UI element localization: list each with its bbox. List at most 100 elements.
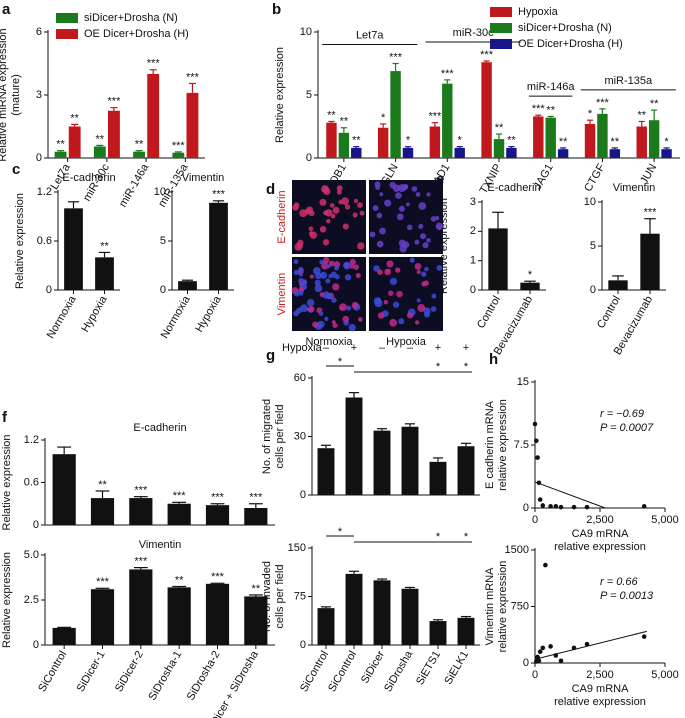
cell (328, 260, 335, 267)
cell (392, 301, 400, 308)
bar (648, 120, 660, 158)
significance: ** (650, 98, 659, 110)
cell (416, 269, 421, 275)
cell (298, 272, 304, 277)
bar (351, 147, 362, 158)
chart-title: Vimentin (139, 539, 182, 551)
significance: * (436, 361, 441, 373)
cell (342, 315, 350, 323)
cell (318, 311, 324, 317)
cell (389, 181, 396, 189)
y-tick-label: 7.5 (514, 439, 529, 451)
chart-title: E-cadherin (62, 172, 115, 184)
cell (300, 279, 307, 286)
point (641, 634, 647, 639)
cell (349, 258, 356, 266)
row-label: Vimentin (276, 273, 288, 316)
cell (369, 231, 376, 238)
significance: ** (56, 139, 65, 151)
cell (437, 225, 442, 231)
y-axis-label: (mature) (10, 74, 22, 116)
bar (209, 202, 228, 290)
cell (293, 259, 299, 265)
cell (319, 198, 327, 206)
bar (338, 132, 350, 158)
cell (297, 243, 303, 249)
significance: ** (611, 136, 620, 148)
x-tick-label: SiDrosha-2 (185, 649, 223, 703)
point (534, 438, 539, 444)
panel-label: a (2, 1, 11, 18)
cell (372, 205, 379, 212)
significance: * (406, 135, 411, 147)
panel-label: b (272, 1, 281, 18)
cell (411, 186, 418, 192)
bar (52, 454, 76, 525)
cell (343, 261, 352, 270)
y-tick-label: 1500 (505, 544, 529, 556)
cell (353, 264, 360, 270)
cell (430, 306, 437, 312)
x-tick-label: Hypoxia (193, 293, 224, 334)
bar (186, 92, 199, 158)
bar (317, 608, 335, 645)
y-tick-label: 0 (36, 152, 42, 164)
bar (178, 281, 197, 290)
cell (406, 224, 413, 231)
cell (299, 291, 304, 296)
x-axis-label: CA9 mRNA (572, 528, 630, 540)
y-tick-label: 6 (36, 26, 42, 38)
cell (306, 206, 314, 214)
bar (147, 74, 160, 158)
y-tick-label: 3 (470, 196, 476, 208)
cell (414, 320, 420, 325)
cell (336, 185, 343, 192)
significance: *** (441, 68, 455, 80)
significance: * (464, 361, 469, 373)
legend-swatch (490, 23, 512, 33)
bar (68, 126, 81, 158)
y-axis-label: No. of migrated (261, 399, 273, 474)
bar (377, 127, 389, 158)
cell (377, 312, 385, 319)
bar (93, 146, 106, 158)
cell (342, 223, 349, 230)
point (548, 504, 553, 509)
cell (394, 267, 401, 273)
cell (359, 210, 365, 216)
cell (312, 321, 319, 328)
x-tick-label: 5,000 (651, 514, 679, 526)
bar (54, 151, 67, 158)
column-label: Hypoxia (386, 336, 427, 348)
cell (420, 233, 427, 240)
point (641, 504, 647, 509)
y-tick-label: 1.2 (37, 186, 52, 198)
point (571, 504, 577, 510)
trend-line (534, 630, 647, 660)
cell (330, 213, 336, 219)
cell (409, 257, 415, 263)
cell (379, 192, 384, 197)
y-tick-label: 0 (46, 284, 52, 296)
bar (172, 152, 185, 158)
cell (405, 202, 410, 207)
cell (352, 212, 358, 218)
y-tick-label: 75 (294, 590, 306, 602)
bar (597, 113, 608, 158)
x-tick-label: Hypoxia (79, 293, 110, 334)
chart-title: Vimentin (613, 182, 656, 194)
x-tick-label: Control (595, 294, 623, 331)
cell (357, 242, 365, 250)
significance: *** (186, 71, 200, 83)
significance: *** (96, 576, 110, 588)
cell (388, 290, 394, 296)
cell (424, 266, 429, 272)
condition-value: + (351, 342, 357, 354)
bar (429, 461, 447, 495)
cell (333, 261, 341, 268)
bar (640, 233, 660, 290)
cell (397, 184, 406, 193)
x-tick-label: SiELK1 (442, 649, 471, 687)
cell (323, 210, 329, 216)
